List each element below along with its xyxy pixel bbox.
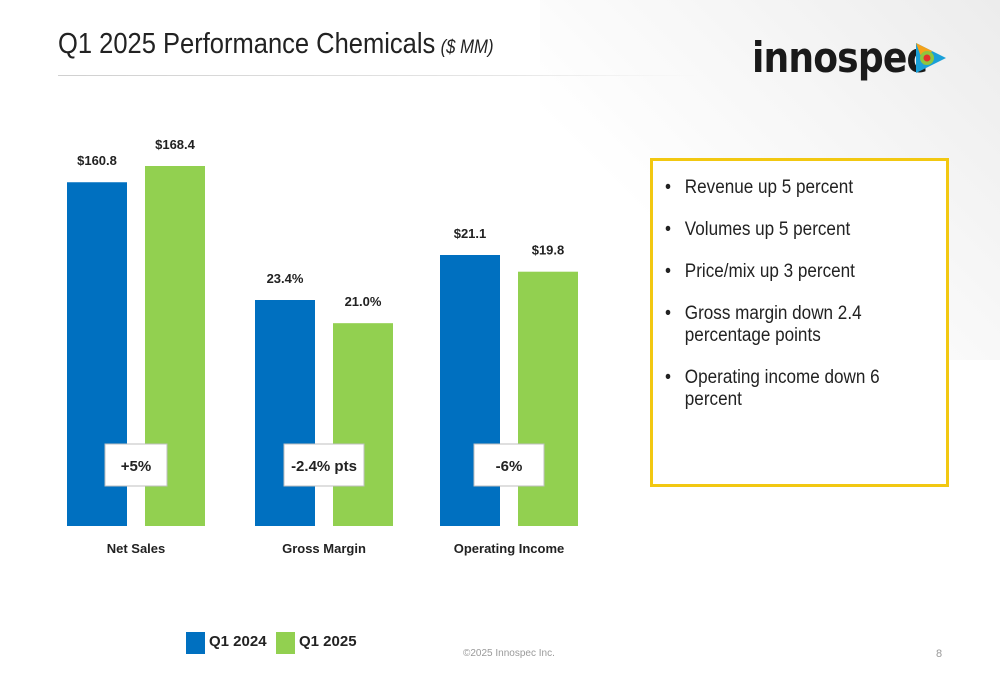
legend-swatch bbox=[276, 632, 295, 654]
title-text: Q1 2025 Performance Chemicals bbox=[58, 28, 436, 60]
highlight-item: Volumes up 5 percent bbox=[665, 219, 919, 241]
change-badge-label: -2.4% pts bbox=[291, 458, 357, 475]
copyright-text: ©2025 Innospec Inc. bbox=[463, 648, 555, 659]
title-units: ($ MM) bbox=[440, 37, 494, 58]
change-badge bbox=[283, 443, 365, 487]
highlights-box: Revenue up 5 percent Volumes up 5 percen… bbox=[650, 158, 949, 487]
category-labels-layer: Net Sales Gross Margin Operating Income bbox=[107, 541, 565, 556]
logo-wordmark: innospec bbox=[752, 33, 928, 82]
highlight-item: Gross margin down 2.4 percentage points bbox=[665, 303, 919, 347]
highlight-item: Revenue up 5 percent bbox=[665, 177, 919, 199]
page-number: 8 bbox=[936, 648, 943, 660]
logo-arrow-icon bbox=[916, 43, 946, 73]
change-badge-label: +5% bbox=[121, 458, 151, 475]
company-logo: innospec bbox=[752, 30, 962, 86]
title-divider bbox=[58, 75, 698, 76]
category-label: Net Sales bbox=[107, 541, 166, 556]
highlight-item: Price/mix up 3 percent bbox=[665, 261, 919, 283]
bar-gross-margin-q1-2024 bbox=[255, 300, 315, 526]
bar-operating-income-q1-2025 bbox=[518, 271, 578, 526]
change-badge bbox=[104, 443, 168, 487]
legend-swatch bbox=[186, 632, 205, 654]
page-title: Q1 2025 Performance Chemicals ($ MM) bbox=[58, 28, 494, 61]
bar-value-label: $160.8 bbox=[77, 153, 117, 168]
bar-value-label: $21.1 bbox=[454, 226, 487, 241]
highlight-item: Operating income down 6 percent bbox=[665, 367, 919, 411]
highlights-list: Revenue up 5 percent Volumes up 5 percen… bbox=[653, 177, 946, 411]
change-badge bbox=[473, 443, 545, 487]
legend-label: Q1 2025 bbox=[299, 633, 357, 650]
legend-label: Q1 2024 bbox=[209, 633, 267, 650]
value-labels-layer: $160.8 $168.4 23.4% 21.0% $21.1 $19.8 bbox=[77, 137, 564, 309]
category-label: Gross Margin bbox=[282, 541, 366, 556]
bar-value-label: $168.4 bbox=[155, 137, 196, 152]
bar-chart: $160.8 $168.4 23.4% 21.0% $21.1 $19.8 Net Sal… bbox=[67, 137, 578, 556]
category-label: Operating Income bbox=[454, 541, 565, 556]
change-badge-label: -6% bbox=[496, 458, 523, 475]
bar-value-label: 21.0% bbox=[345, 294, 382, 309]
bar-value-label: $19.8 bbox=[532, 243, 565, 258]
bar-gross-margin-q1-2025 bbox=[333, 323, 393, 526]
change-badges-layer: +5% -2.4% pts -6% bbox=[104, 443, 545, 487]
bar-value-label: 23.4% bbox=[267, 271, 304, 286]
